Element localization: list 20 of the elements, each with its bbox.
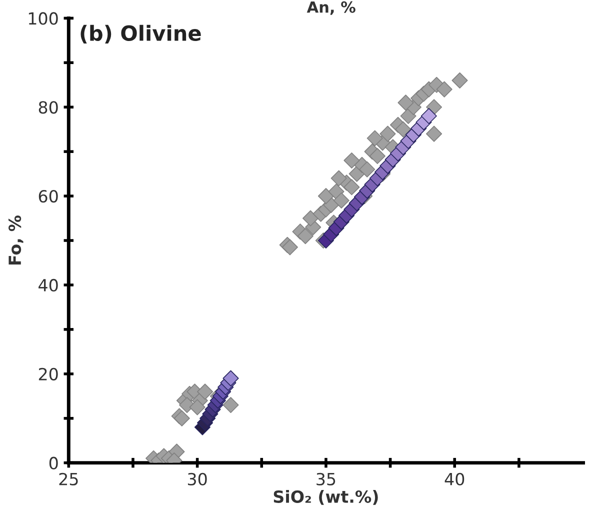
- y-tick-label: 80: [38, 101, 58, 114]
- point: [189, 399, 206, 416]
- point: [398, 94, 414, 111]
- y-tick-label: 100: [28, 12, 58, 25]
- x-tick-label: 35: [316, 472, 336, 486]
- y-tick-label: 60: [38, 190, 58, 203]
- point: [222, 370, 239, 386]
- y-tick-label: 0: [49, 456, 58, 470]
- x-tick-label: 40: [444, 472, 464, 486]
- y-tick-label: 20: [38, 368, 58, 380]
- point: [330, 170, 347, 186]
- point: [380, 126, 396, 142]
- x-axis-title: SiO₂ (wt.%): [274, 490, 378, 505]
- x-tick-label: 25: [59, 472, 78, 486]
- x-tick-label: 30: [188, 472, 207, 486]
- text: An, %: [306, 1, 356, 15]
- y-tick-label: 40: [38, 278, 58, 292]
- point: [366, 130, 383, 146]
- y-axis-title: Fo, %: [8, 216, 24, 264]
- chart-title: (b) Olivine: [80, 24, 201, 44]
